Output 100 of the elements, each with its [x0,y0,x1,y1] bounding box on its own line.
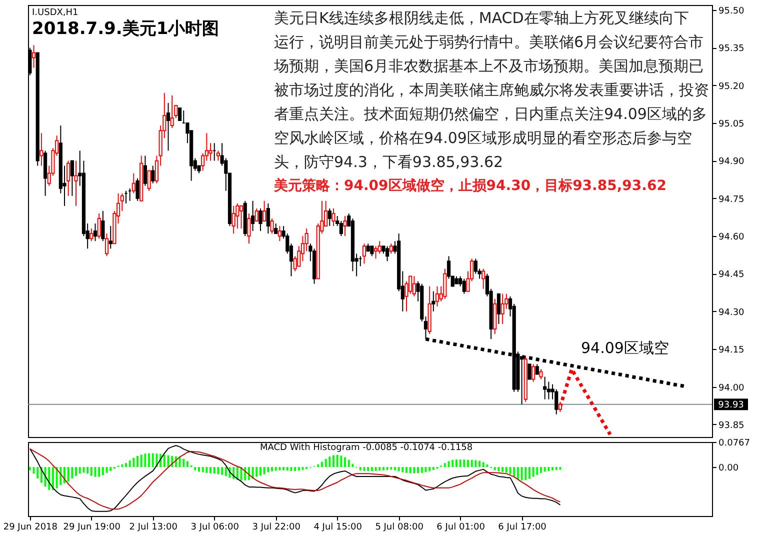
y-tick-label: 95.20 [718,82,745,92]
bar [144,454,146,468]
bar [340,456,342,468]
x-tick-label: 2 Jul 13:00 [129,522,178,532]
bar [394,467,396,470]
annotation: 被市场过度的消化，本周美联储主席鲍威尔将发表重要讲话，投资 [274,81,709,99]
annotation: 94.09区域空 [581,339,669,357]
bar [56,467,58,488]
candlestick [385,246,390,262]
bar [540,467,542,473]
bar [494,467,496,470]
bar [378,467,381,471]
ref-line-label: 93.93 [718,400,744,410]
bar [370,467,373,471]
bar [198,467,200,472]
bar [102,467,104,476]
bar [420,467,423,473]
candlestick [528,364,532,380]
bar [278,467,281,470]
chart-title: MACD With Histogram -0.0085 -0.1074 -0.1158 [260,443,473,453]
bar [48,467,50,490]
y-tick-label: 94.45 [718,270,744,280]
bar [210,467,212,474]
bar [124,463,127,468]
bar [71,467,74,478]
bar [244,467,246,480]
bar [332,455,334,468]
bar [374,467,377,471]
bar [544,467,546,472]
bar [317,464,320,468]
bar [455,460,458,468]
candlestick [370,246,374,257]
bar [259,467,262,476]
bar [344,457,346,468]
annotation: 美元策略：94.09区域做空，止损94.30，目标93.85,93.62 [273,177,666,194]
bar [110,467,112,471]
candlestick [166,102,170,152]
candlestick [343,215,347,237]
candlestick [482,268,486,290]
candlestick [178,107,182,122]
x-tick-label: 3 Jul 22:00 [252,522,301,532]
bar [167,455,170,468]
bar [52,467,54,490]
bar [267,467,270,472]
bar [390,467,392,470]
bar [90,467,92,476]
candlestick [266,202,270,234]
y-tick-label: 94.75 [718,194,744,205]
bar [221,467,224,475]
bar [524,467,527,480]
candlestick [274,223,278,234]
line-series [558,367,612,436]
bar [348,460,350,468]
bar [424,467,427,472]
candlestick [251,200,255,232]
candlestick [74,160,78,206]
bar [224,467,227,476]
bar [240,467,242,480]
y-tick-label: 0.00 [718,464,739,474]
candlestick [66,160,70,196]
candlestick [554,388,558,415]
candlestick [374,246,378,260]
bar [302,467,304,470]
bar [482,462,484,468]
text: 2018.7.9.美元1小时图 [32,19,220,39]
y-tick-label: 95.50 [718,6,745,17]
bar [60,467,62,485]
bar [213,467,216,474]
y-tick-label: 0.0767 [718,438,750,448]
y-tick-label: 94.30 [718,308,745,318]
candlestick [104,233,109,257]
annotation: 运行，说明目前美元处于弱势行情中。美联储6月会议纪要符合市 [274,33,704,51]
candlestick [412,276,416,297]
bar [121,464,124,468]
candlestick [443,268,447,300]
annotation: 头，防守94.3，下看93.85,93.62 [274,153,504,171]
candlestick [328,208,332,227]
candlestick [216,150,220,162]
candlestick [362,243,366,264]
annotation: 空风水岭区域，价格在94.09区域形成明显的看空形态后参与空 [274,129,692,147]
bar [274,467,277,471]
bar [452,460,454,468]
bar [282,467,285,470]
x-tick-label: 29 Jun 19:00 [63,522,121,532]
bar [402,467,404,472]
x-tick-label: 4 Jul 15:00 [314,522,362,532]
candlestick [147,170,151,192]
bar [286,467,288,471]
y-tick-label: 94.00 [718,383,745,394]
bar [413,467,416,474]
candlestick [90,228,94,242]
bar [559,467,562,470]
bar [324,458,327,468]
x-tick-label: 29 Jun 2018 [3,522,58,532]
bar [328,456,331,468]
candlestick [70,160,74,196]
candlestick [539,368,543,380]
x-tick-label: 6 Jul 17:00 [498,522,547,532]
bar [548,467,550,471]
candlestick [151,165,155,184]
